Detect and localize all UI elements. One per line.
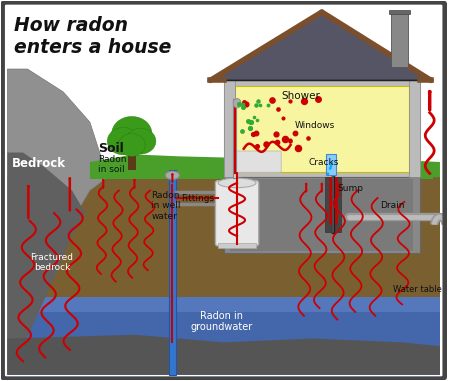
Circle shape <box>112 117 152 150</box>
Bar <box>224 78 420 177</box>
Bar <box>391 12 408 67</box>
Polygon shape <box>7 69 108 375</box>
Polygon shape <box>224 18 420 78</box>
Ellipse shape <box>233 98 241 108</box>
Circle shape <box>118 134 145 156</box>
Text: Sump: Sump <box>337 184 363 193</box>
Bar <box>90 170 433 179</box>
Polygon shape <box>90 154 440 177</box>
Text: Fractured
bedrock: Fractured bedrock <box>30 253 74 272</box>
Polygon shape <box>7 152 85 375</box>
Text: Bedrock: Bedrock <box>12 157 66 170</box>
FancyBboxPatch shape <box>216 181 259 246</box>
Text: Soil: Soil <box>98 142 123 155</box>
Text: Water table: Water table <box>393 285 442 294</box>
Text: Radon
in soil: Radon in soil <box>98 155 126 174</box>
Bar <box>389 10 410 14</box>
Bar <box>7 177 440 297</box>
Bar <box>128 145 136 170</box>
Text: Windows: Windows <box>295 122 335 130</box>
Bar <box>224 177 420 253</box>
Text: How radon
enters a house: How radon enters a house <box>14 16 172 57</box>
Bar <box>235 86 409 171</box>
Text: Cracks: Cracks <box>308 157 339 166</box>
Circle shape <box>126 128 156 154</box>
Text: Radon in
groundwater: Radon in groundwater <box>190 311 252 332</box>
Bar <box>7 297 440 375</box>
Bar <box>326 154 336 175</box>
Bar <box>218 243 256 248</box>
Bar <box>325 177 341 232</box>
Bar <box>7 297 440 312</box>
Text: Drain: Drain <box>380 201 404 210</box>
Polygon shape <box>210 12 431 80</box>
Bar <box>409 78 420 177</box>
Ellipse shape <box>165 171 179 179</box>
Bar <box>169 170 176 375</box>
FancyBboxPatch shape <box>235 151 281 172</box>
Text: Fittings: Fittings <box>181 194 214 203</box>
Text: Shower: Shower <box>281 91 321 101</box>
Circle shape <box>107 128 139 155</box>
Bar <box>230 179 413 251</box>
Polygon shape <box>7 335 440 375</box>
Ellipse shape <box>218 178 256 188</box>
Text: Radon
in well
water: Radon in well water <box>152 191 181 221</box>
Bar <box>224 78 235 177</box>
